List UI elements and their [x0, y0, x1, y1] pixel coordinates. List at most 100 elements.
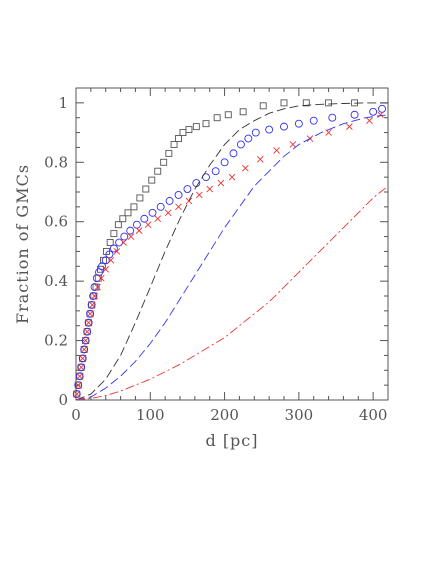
series-2-point: [346, 123, 353, 130]
series-2-point: [154, 215, 162, 223]
series-2-point: [89, 301, 96, 309]
series-1-point: [148, 208, 157, 217]
series-1-point: [83, 327, 92, 336]
series-2-point: [242, 164, 249, 172]
series-0-point: [202, 120, 210, 128]
series-1-point: [81, 336, 90, 345]
x-tick-label: 400: [359, 406, 388, 424]
series-1-point: [105, 250, 114, 259]
y-tick-label: 0.8: [44, 153, 68, 171]
series-0-point: [213, 114, 221, 122]
x-tick-label: 100: [136, 406, 165, 424]
series-2-point: [256, 155, 264, 163]
series-1-point: [80, 345, 89, 354]
series-2-point: [97, 274, 105, 282]
series-1-point: [265, 125, 274, 134]
series-1-point: [183, 185, 192, 193]
series-1-point: [328, 113, 337, 122]
series-1-point: [87, 300, 96, 309]
series-1-point: [165, 196, 174, 205]
series-1-point: [294, 119, 303, 128]
series-1-point: [236, 140, 245, 149]
series-2-point: [289, 141, 297, 148]
series-0-point: [136, 194, 144, 202]
series-1-point: [378, 104, 387, 113]
y-tick-label: 0.2: [44, 332, 68, 350]
series-1-point: [229, 149, 238, 158]
series-0-point: [79, 354, 87, 362]
series-2-point: [217, 179, 225, 187]
series-0-point: [325, 99, 333, 107]
series-2-point: [120, 239, 127, 246]
series-0-point: [280, 99, 288, 107]
series-0-point: [148, 176, 156, 184]
series-0-point: [124, 209, 132, 217]
series-0-point: [119, 215, 127, 223]
x-tick-label: 200: [210, 406, 239, 424]
series-1-point: [109, 244, 118, 253]
series-0-point: [165, 149, 173, 157]
series-0-point: [179, 129, 187, 137]
series-0-point: [259, 102, 267, 110]
series-0-point: [130, 203, 138, 211]
series-1-point: [120, 232, 129, 241]
series-0-point: [88, 301, 96, 309]
series-0-point: [82, 337, 90, 345]
y-tick-label: 1: [58, 94, 68, 112]
series-0-point: [224, 111, 232, 119]
series-2-point: [195, 191, 203, 199]
series-1-point: [251, 128, 260, 137]
y-tick-label: 0.4: [44, 272, 68, 290]
series-2-point: [83, 328, 91, 335]
series-2-point: [91, 292, 98, 300]
series-0-point: [85, 319, 93, 327]
series-1-point: [211, 167, 220, 176]
series-1-point: [156, 202, 165, 211]
series-2-point: [82, 337, 89, 344]
series-1-point: [98, 262, 106, 271]
series-0-point: [86, 310, 94, 318]
series-2-point: [74, 381, 82, 389]
series-0-point: [175, 135, 182, 142]
series-1-point: [86, 309, 95, 318]
series-0-point: [106, 239, 114, 246]
series-5-curve: [76, 185, 388, 400]
x-tick-label: 0: [71, 406, 81, 424]
series-1-point: [126, 226, 135, 235]
series-0-point: [110, 230, 118, 238]
series-0-point: [142, 185, 150, 193]
series-1-point: [75, 372, 84, 381]
series-2-point: [79, 355, 87, 362]
series-0-point: [302, 99, 310, 107]
series-0-point: [192, 123, 200, 131]
series-2-point: [228, 173, 236, 181]
y-tick-label: 0.6: [44, 213, 68, 231]
series-3-curve: [76, 102, 388, 400]
series-0-point: [83, 328, 91, 336]
series-0-point: [185, 126, 193, 134]
plot-frame: [75, 87, 389, 401]
series-2-point: [86, 310, 94, 318]
series-2-point: [107, 257, 115, 264]
series-0-point: [154, 167, 162, 175]
series-1-point: [78, 354, 87, 363]
series-0-point: [74, 381, 82, 389]
series-1-point: [140, 214, 149, 223]
series-0-point: [103, 247, 110, 255]
series-2-point: [77, 363, 85, 371]
series-1-point: [174, 191, 183, 199]
series-2-point: [85, 319, 92, 327]
axes: 0 100 200 300 400 0 0.2 0.4 0.6 0.8 1: [44, 87, 389, 424]
series-1-point: [369, 107, 378, 116]
series-1-point: [89, 292, 98, 300]
series-2-point: [175, 203, 182, 211]
series-1-point: [115, 238, 124, 247]
series-1-point: [72, 390, 81, 399]
series-1-point: [132, 220, 141, 229]
series-2-point: [377, 111, 384, 119]
series-1-point: [77, 363, 86, 372]
series-2-point: [144, 221, 152, 229]
series-2-point: [366, 117, 373, 125]
series-2-point: [73, 390, 81, 398]
series-0-point: [114, 221, 122, 229]
